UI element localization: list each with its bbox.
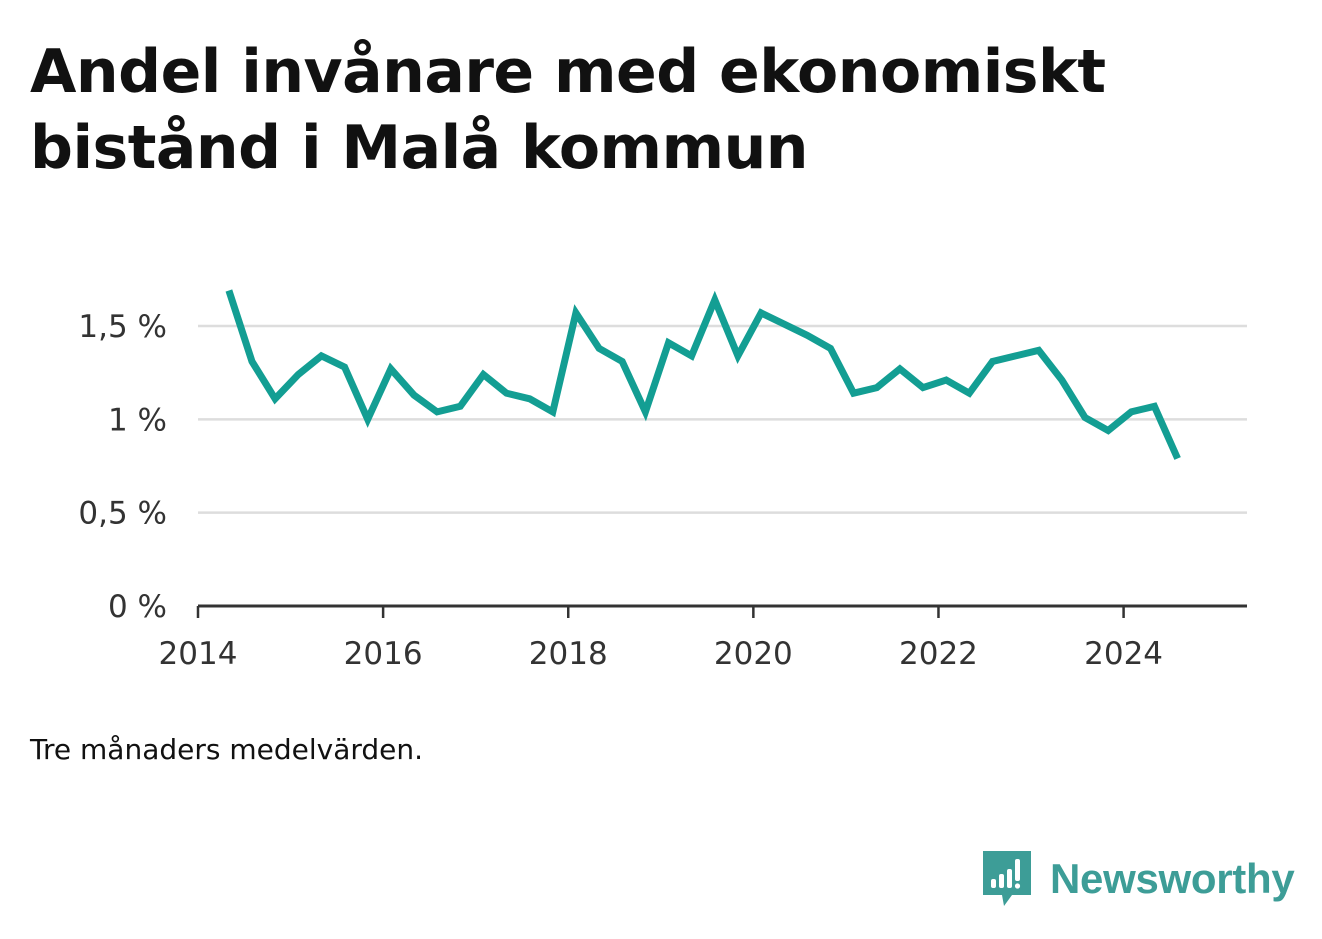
- data-point: [318, 352, 325, 359]
- data-point: [688, 352, 695, 359]
- axis-labels: 0 % 0,5 % 1 % 1,5 % 2014 2016 2018 2020 2022 2024: [78, 309, 1163, 672]
- chart-title: Andel invånare med ekonomiskt bistånd i …: [30, 37, 1106, 183]
- data-point: [249, 358, 256, 365]
- data-point: [1058, 377, 1065, 384]
- data-point: [1035, 347, 1042, 354]
- y-tick-label: 1,5 %: [78, 309, 167, 345]
- chart-note: Tre månaders medelvärden.: [30, 733, 424, 766]
- data-point: [1012, 352, 1019, 359]
- x-tick-label: 2024: [1084, 636, 1163, 672]
- data-point: [850, 390, 857, 397]
- data-point: [619, 358, 626, 365]
- data-point: [642, 408, 649, 415]
- data-point: [1174, 455, 1181, 462]
- data-point: [827, 345, 834, 352]
- data-point: [480, 371, 487, 378]
- data-point: [896, 365, 903, 372]
- data-point: [966, 390, 973, 397]
- data-point: [295, 371, 302, 378]
- data-point: [457, 403, 464, 410]
- series-line: [225, 289, 1181, 460]
- data-point: [1082, 414, 1089, 421]
- data-point: [596, 345, 603, 352]
- series-layer: [225, 287, 1181, 462]
- x-tick-label: 2020: [714, 636, 793, 672]
- data-point: [920, 384, 927, 391]
- data-point: [758, 309, 765, 316]
- data-point: [781, 321, 788, 328]
- data-point: [387, 365, 394, 372]
- data-point: [804, 332, 811, 339]
- x-tick-label: 2016: [344, 636, 423, 672]
- data-point: [572, 309, 579, 316]
- data-point: [989, 358, 996, 365]
- data-point: [411, 392, 418, 399]
- x-axis: [196, 604, 1247, 618]
- brand-logo: Newsworthy: [980, 848, 1295, 910]
- y-tick-label: 0 %: [108, 589, 167, 625]
- data-point: [341, 364, 348, 371]
- x-tick-label: 2014: [159, 636, 238, 672]
- x-tick-label: 2022: [899, 636, 978, 672]
- data-point: [1151, 403, 1158, 410]
- data-point: [943, 377, 950, 384]
- data-point: [225, 287, 232, 294]
- data-point: [549, 408, 556, 415]
- newsworthy-logo-icon: [983, 851, 1031, 906]
- data-point: [272, 395, 279, 402]
- data-point: [711, 296, 718, 303]
- data-point: [734, 352, 741, 359]
- x-tick-label: 2018: [529, 636, 608, 672]
- data-point: [526, 395, 533, 402]
- data-point: [1128, 408, 1135, 415]
- brand-name: Newsworthy: [1050, 855, 1295, 902]
- data-point: [665, 339, 672, 346]
- data-point: [1105, 427, 1112, 434]
- y-tick-label: 0,5 %: [78, 496, 167, 532]
- data-point: [873, 384, 880, 391]
- data-point: [434, 408, 441, 415]
- y-tick-label: 1 %: [108, 402, 167, 438]
- data-point: [503, 390, 510, 397]
- data-point: [364, 416, 371, 423]
